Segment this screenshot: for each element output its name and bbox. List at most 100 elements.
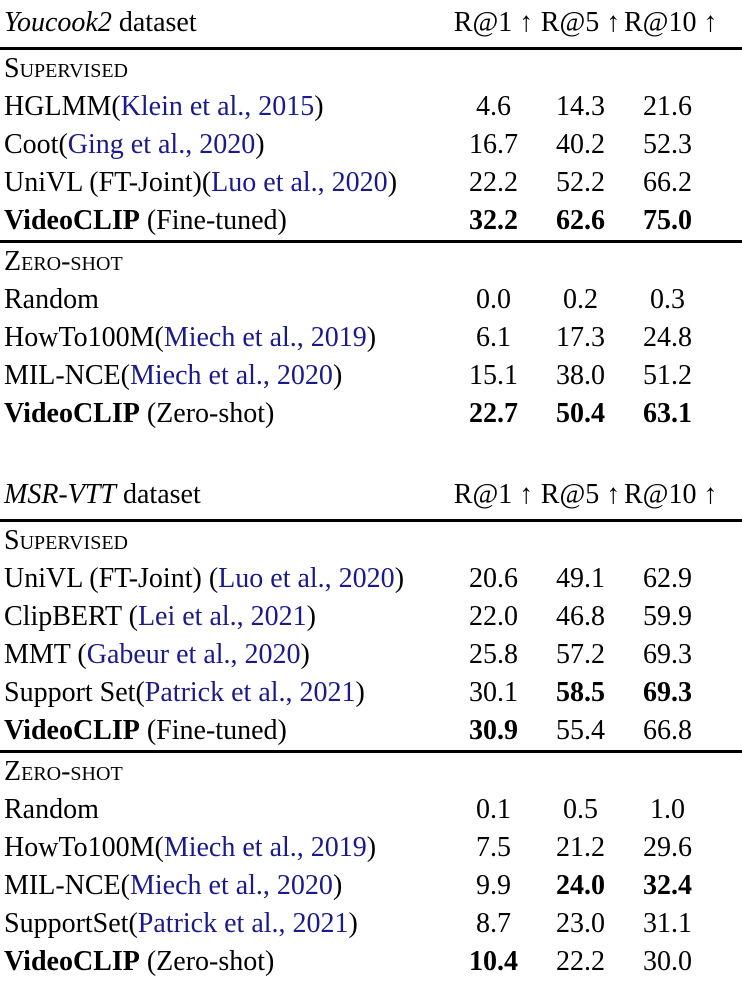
metric-value: 4.6	[476, 91, 511, 122]
table-header-row: Youcook2 dataset R@1 ↑ R@5 ↑ R@10 ↑	[0, 5, 742, 47]
citation-link[interactable]: Ging et al., 2020	[67, 129, 256, 160]
method-row: ClipBERT (Lei et al., 2021) 22.0 46.8 59.9	[0, 598, 742, 636]
metric-value: 30.9	[469, 715, 518, 746]
method-name: Random	[4, 284, 99, 315]
method-row: VideoCLIP (Fine-tuned) 30.9 55.4 66.8	[0, 712, 742, 750]
metric-value: 23.0	[556, 908, 605, 939]
citation-link[interactable]: Klein et al., 2015	[120, 91, 315, 122]
table-title: Youcook2 dataset	[4, 7, 450, 39]
table-header-row: MSR-VTT dataset R@1 ↑ R@5 ↑ R@10 ↑	[0, 477, 742, 519]
method-row: MIL-NCE(Miech et al., 2020) 9.9 24.0 32.4	[0, 867, 742, 905]
metric-value: 24.0	[556, 870, 605, 901]
msrvtt-results-table: MSR-VTT dataset R@1 ↑ R@5 ↑ R@10 ↑ Super…	[0, 477, 742, 981]
metric-value: 49.1	[556, 563, 605, 594]
method-name: UniVL (FT-Joint)	[4, 563, 202, 594]
method-label: Random	[4, 281, 450, 319]
method-label: MIL-NCE(Miech et al., 2020)	[4, 867, 450, 905]
citation-link[interactable]: Miech et al., 2019	[163, 832, 367, 863]
metric-value: 7.5	[476, 832, 511, 863]
paren-open: (	[120, 360, 130, 391]
metric-value: 69.3	[643, 677, 692, 708]
method-suffix	[202, 563, 209, 594]
method-name: MIL-NCE	[4, 360, 121, 391]
metric-value: 59.9	[643, 601, 692, 632]
citation-link[interactable]: Miech et al., 2019	[163, 322, 367, 353]
method-row: VideoCLIP (Fine-tuned) 32.2 62.6 75.0	[0, 202, 742, 240]
citation-link[interactable]: Luo et al., 2020	[211, 167, 388, 198]
method-row: MMT (Gabeur et al., 2020) 25.8 57.2 69.3	[0, 636, 742, 674]
citation-link[interactable]: Luo et al., 2020	[218, 563, 395, 594]
column-header-r5: R@5 ↑	[540, 479, 621, 510]
citation-link[interactable]: Lei et al., 2021	[137, 601, 307, 632]
dataset-name: MSR-VTT	[4, 479, 116, 510]
metric-value: 29.6	[643, 832, 692, 863]
method-suffix: (Zero-shot)	[139, 946, 275, 977]
paren-open: (	[120, 870, 130, 901]
metric-value: 52.2	[556, 167, 605, 198]
paren-close: )	[366, 832, 377, 863]
citation-link[interactable]: Gabeur et al., 2020	[86, 639, 301, 670]
section-header-label: Supervised	[4, 53, 128, 84]
section-header-label: Supervised	[4, 525, 128, 556]
method-row: Support Set(Patrick et al., 2021) 30.1 58.…	[0, 674, 742, 712]
metric-value: 51.2	[643, 360, 692, 391]
column-header-r1: R@1 ↑	[453, 7, 534, 38]
column-header-r10: R@10 ↑	[624, 7, 718, 38]
method-name: HowTo100M	[4, 832, 155, 863]
section-header-label: Zero-shot	[4, 246, 123, 277]
paren-open: (	[208, 563, 219, 594]
method-label: HowTo100M(Miech et al., 2019)	[4, 829, 450, 867]
method-row: HowTo100M(Miech et al., 2019) 6.1 17.3 24.8	[0, 319, 742, 357]
metric-value: 22.7	[469, 398, 518, 429]
citation-link[interactable]: Patrick et al., 2021	[137, 908, 349, 939]
paren-close: )	[355, 677, 365, 708]
paren-open: (	[128, 908, 138, 939]
method-label: Support Set(Patrick et al., 2021)	[4, 674, 450, 712]
method-name: Coot	[4, 129, 59, 160]
metric-value: 22.2	[556, 946, 605, 977]
metric-value: 38.0	[556, 360, 605, 391]
metric-value: 21.6	[643, 91, 692, 122]
youcook2-results-table: Youcook2 dataset R@1 ↑ R@5 ↑ R@10 ↑ Supe…	[0, 5, 742, 433]
method-row: HowTo100M(Miech et al., 2019) 7.5 21.2 29.6	[0, 829, 742, 867]
metric-value: 62.9	[643, 563, 692, 594]
metric-value: 0.2	[563, 284, 598, 315]
method-name: HGLMM	[4, 91, 112, 122]
method-row: MIL-NCE(Miech et al., 2020) 15.1 38.0 51.2	[0, 357, 742, 395]
method-row: Random 0.0 0.2 0.3	[0, 281, 742, 319]
metric-value: 0.5	[563, 794, 598, 825]
paren-close: )	[366, 322, 377, 353]
metric-value: 57.2	[556, 639, 605, 670]
method-row: SupportSet(Patrick et al., 2021) 8.7 23.0 3…	[0, 905, 742, 943]
citation-link[interactable]: Miech et al., 2020	[129, 870, 333, 901]
paren-open: (	[201, 167, 212, 198]
paren-open: (	[77, 639, 87, 670]
method-label: HGLMM(Klein et al., 2015)	[4, 88, 450, 126]
citation-link[interactable]: Patrick et al., 2021	[144, 677, 356, 708]
metric-value: 16.7	[469, 129, 518, 160]
metric-value: 15.1	[469, 360, 518, 391]
method-label: Random	[4, 791, 450, 829]
metric-value: 55.4	[556, 715, 605, 746]
metric-value: 1.0	[650, 794, 685, 825]
method-label: UniVL (FT-Joint)(Luo et al., 2020)	[4, 164, 450, 202]
metric-value: 40.2	[556, 129, 605, 160]
method-label: ClipBERT (Lei et al., 2021)	[4, 598, 450, 636]
method-label: MMT (Gabeur et al., 2020)	[4, 636, 450, 674]
paren-close: )	[306, 601, 316, 632]
method-row: UniVL (FT-Joint) (Luo et al., 2020) 20.6 4…	[0, 560, 742, 598]
method-label: VideoCLIP (Fine-tuned)	[4, 712, 450, 750]
section-divider-rule	[0, 240, 742, 243]
metric-value: 32.2	[469, 205, 518, 236]
section-header-row: Zero-shot	[0, 243, 742, 281]
method-row: Random 0.1 0.5 1.0	[0, 791, 742, 829]
method-name: UniVL (FT-Joint)	[4, 167, 202, 198]
metric-value: 8.7	[476, 908, 511, 939]
citation-link[interactable]: Miech et al., 2020	[129, 360, 333, 391]
section-divider-rule	[0, 750, 742, 753]
method-label: Coot(Ging et al., 2020)	[4, 126, 450, 164]
method-label: MIL-NCE(Miech et al., 2020)	[4, 357, 450, 395]
metric-value: 0.3	[650, 284, 685, 315]
paren-close: )	[387, 167, 398, 198]
paren-close: )	[332, 870, 343, 901]
